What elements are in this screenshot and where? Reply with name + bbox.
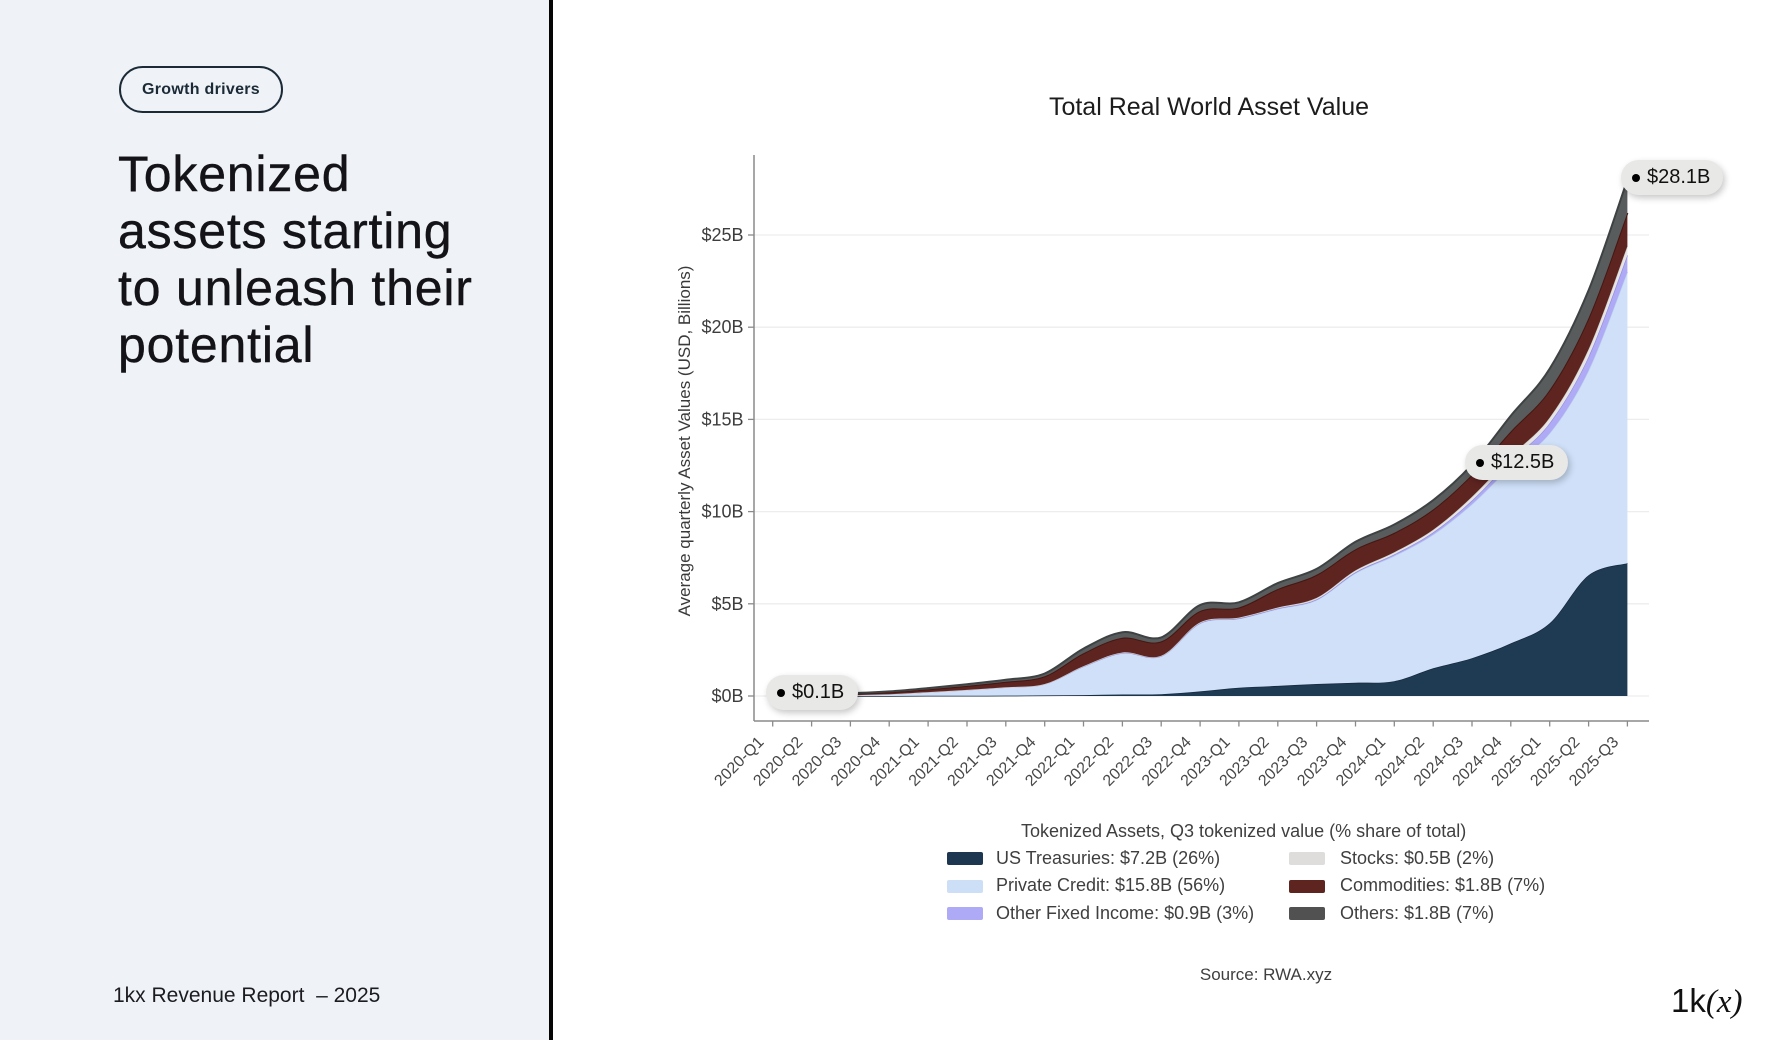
- svg-text:Average quarterly Asset Values: Average quarterly Asset Values (USD, Bil…: [675, 266, 694, 617]
- svg-text:$20B: $20B: [701, 317, 743, 337]
- svg-text:$0B: $0B: [711, 686, 743, 706]
- svg-text:$5B: $5B: [711, 594, 743, 614]
- svg-text:$15B: $15B: [701, 409, 743, 429]
- svg-text:$25B: $25B: [701, 225, 743, 245]
- svg-text:$10B: $10B: [701, 502, 743, 522]
